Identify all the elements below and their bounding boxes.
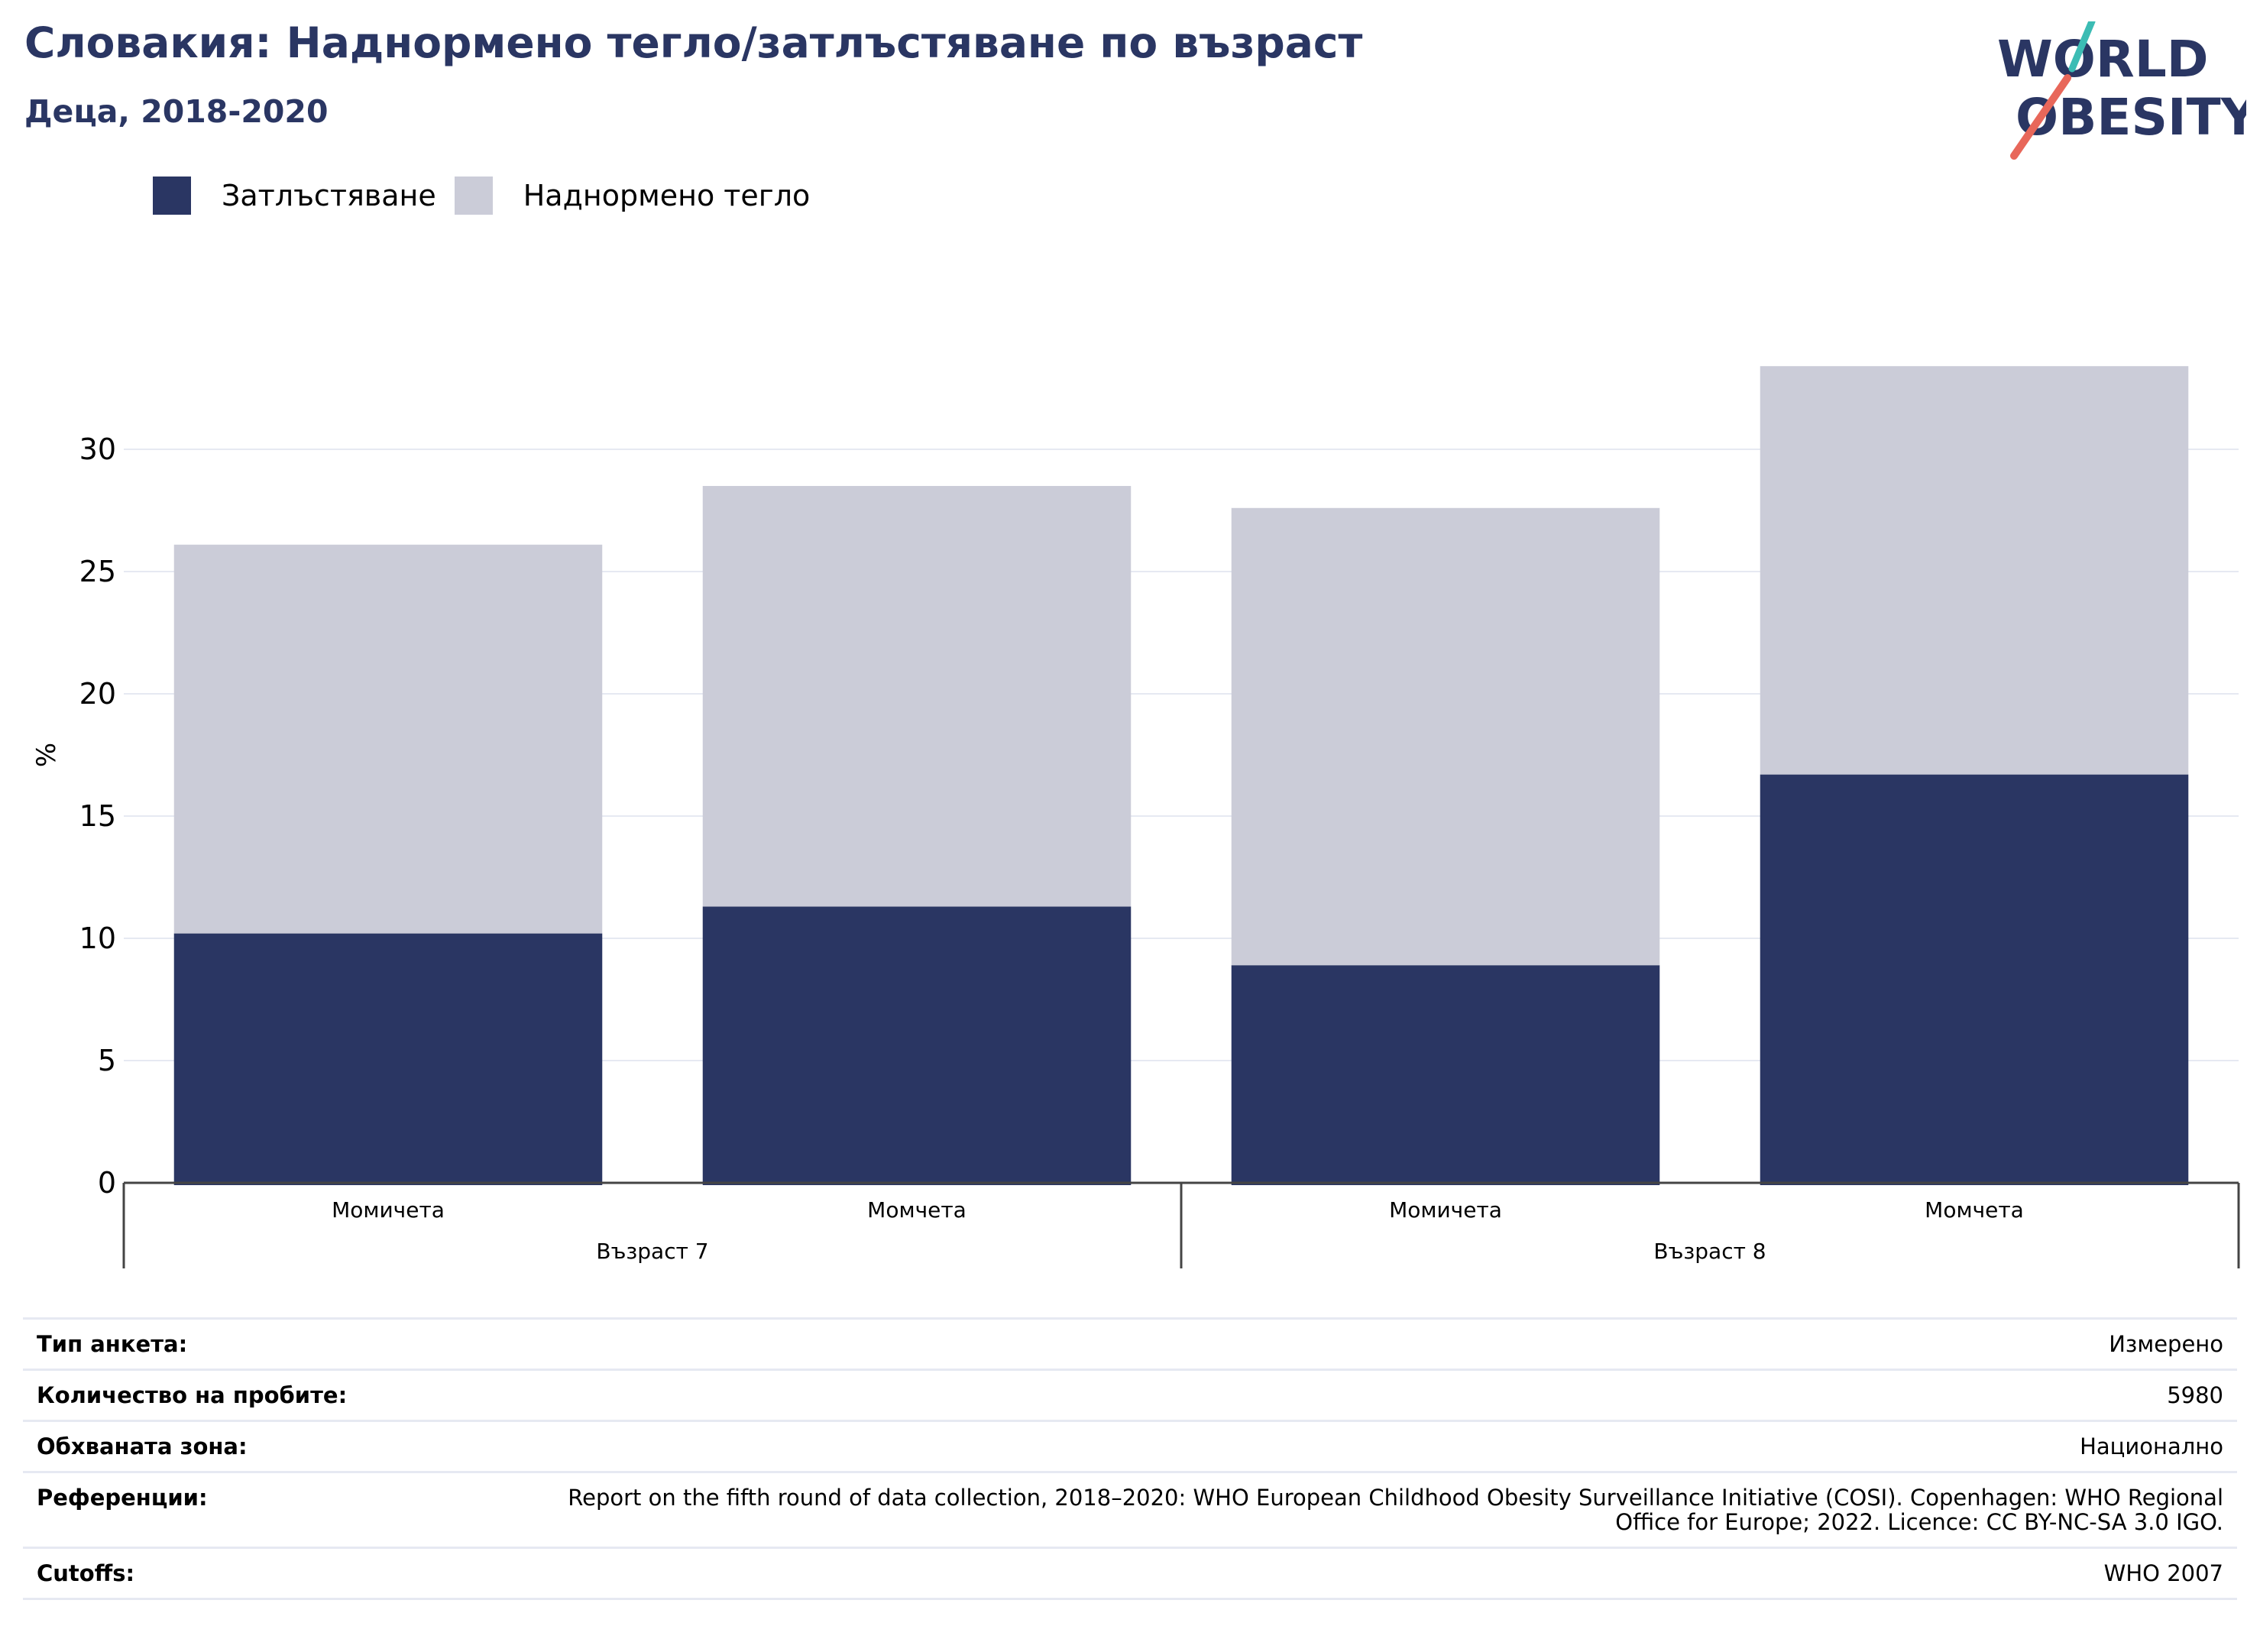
legend-label-obesity: Затлъстяване — [222, 179, 436, 212]
world-obesity-logo: WORLD OBESITY — [1997, 21, 2246, 160]
y-tick-label: 5 — [98, 1044, 116, 1077]
info-row: Референции: Report on the fifth round of … — [23, 1471, 2237, 1547]
chart-title: Словакия: Наднормено тегло/затлъстяване … — [24, 18, 1363, 67]
y-tick-label: 25 — [79, 555, 116, 588]
chart-legend: Затлъстяване Наднормено тегло — [153, 176, 828, 215]
bar-segment-overweight — [1231, 507, 1660, 966]
info-label: Обхваната зона: — [37, 1433, 248, 1459]
logo-teal-stroke — [2068, 21, 2096, 73]
y-tick-label: 15 — [79, 799, 116, 833]
info-label: Количество на пробите: — [37, 1382, 348, 1408]
x-category-label: Момичета — [1389, 1197, 1502, 1223]
chart-subtitle: Деца, 2018-2020 — [24, 93, 329, 130]
legend-item-overweight[interactable]: Наднормено тегло — [454, 177, 811, 215]
x-category-label: Момичета — [332, 1197, 445, 1223]
bar-segment-obesity — [173, 933, 603, 1185]
info-value: WHO 2007 — [2103, 1560, 2223, 1586]
legend-item-obesity[interactable]: Затлъстяване — [153, 177, 436, 215]
bar-segment-overweight — [702, 486, 1132, 907]
x-group-label: Възраст 7 — [596, 1239, 708, 1264]
info-row: Cutoffs: WHO 2007 — [23, 1547, 2237, 1600]
y-tick-label: 0 — [98, 1166, 116, 1200]
y-tick-label: 20 — [79, 677, 116, 711]
info-value: Report on the fifth round of data collec… — [568, 1485, 2223, 1535]
x-category-label: Момчета — [867, 1197, 966, 1223]
legend-swatch-overweight — [454, 177, 493, 215]
legend-label-overweight: Наднормено тегло — [523, 179, 811, 212]
info-row: Обхваната зона: Национално — [23, 1420, 2237, 1471]
bar-segment-obesity — [1231, 965, 1660, 1185]
info-row: Тип анкета: Измерено — [23, 1317, 2237, 1369]
info-row: Количество на пробите: 5980 — [23, 1369, 2237, 1420]
survey-info-table: Тип анкета: Измерено Количество на пробите… — [23, 1317, 2237, 1600]
stacked-bar-chart: 0 5 10 15 20 25 30% Момичета Момчета Момичета Момч… — [31, 366, 2240, 1268]
logo-coral-stroke — [2010, 74, 2071, 160]
info-value: 5980 — [2167, 1382, 2223, 1408]
info-label: Cutoffs: — [37, 1560, 135, 1586]
info-value: Национално — [2080, 1433, 2223, 1459]
info-value: Измерено — [2109, 1331, 2223, 1357]
x-group-label: Възраст 8 — [1653, 1239, 1766, 1264]
y-tick-label: 30 — [79, 432, 116, 466]
bar-segment-obesity — [1760, 774, 2189, 1185]
info-label: Тип анкета: — [37, 1331, 188, 1357]
bar-segment-overweight — [173, 544, 603, 934]
x-category-label: Момчета — [1925, 1197, 2024, 1223]
bar-segment-obesity — [702, 906, 1132, 1185]
y-tick-label: 10 — [79, 922, 116, 955]
y-axis-label: % — [31, 743, 62, 767]
bar-segment-overweight — [1760, 366, 2189, 775]
logo-word-world: WORLD — [1997, 30, 2209, 89]
info-label: Референции: — [37, 1485, 208, 1511]
legend-swatch-obesity — [153, 177, 191, 215]
